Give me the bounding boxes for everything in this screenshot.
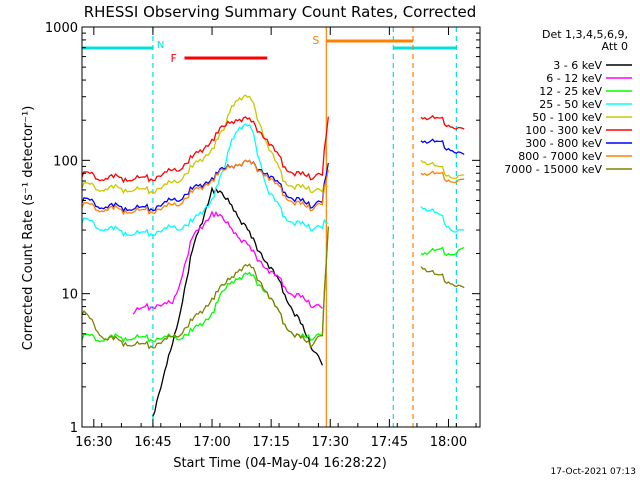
- series-line-800-7000-kev: [420, 170, 465, 184]
- flag-layer: NF S: [82, 27, 457, 427]
- series-line-25-50-kev: [420, 206, 465, 233]
- x-axis: 16:30 16:45 17:00 17:15 17:30 17:45 18:00: [75, 27, 477, 450]
- legend-entry: 12 - 25 keV: [539, 85, 602, 98]
- legend-entry: 25 - 50 keV: [539, 98, 602, 111]
- legend-entry: 50 - 100 keV: [532, 111, 602, 124]
- series-line-300-800-kev: [420, 138, 465, 155]
- flare-flag-letter: F: [170, 52, 176, 65]
- y-tick-label: 1000: [45, 21, 78, 36]
- x-tick-label: 16:45: [134, 435, 171, 450]
- y-axis: 1 10 100 1000: [45, 21, 480, 436]
- x-tick-label: 16:30: [75, 435, 112, 450]
- x-tick-label: 17:45: [371, 435, 408, 450]
- x-tick-label: 17:30: [312, 435, 349, 450]
- series-line-100-300-kev: [81, 116, 329, 184]
- legend-entry: 100 - 300 keV: [525, 124, 602, 137]
- y-tick-label: 10: [61, 288, 78, 303]
- legend-entry: 800 - 7000 keV: [518, 150, 602, 163]
- series-layer: [81, 94, 465, 417]
- series-line-6-12-kev: [132, 210, 323, 315]
- legend-header: Att 0: [602, 40, 628, 53]
- series-line-50-100-kev: [420, 159, 465, 180]
- series-line-12-25-kev: [420, 246, 465, 257]
- series-line-7000-15000-kev: [420, 266, 465, 289]
- y-tick-label: 1: [70, 421, 78, 436]
- legend-entry: 3 - 6 keV: [553, 59, 602, 72]
- series-line-100-300-kev: [420, 114, 465, 130]
- series-line-25-50-kev: [81, 123, 329, 238]
- x-tick-label: 18:00: [430, 435, 467, 450]
- y-tick-label: 100: [53, 154, 78, 169]
- night-flag-letter: N: [157, 40, 164, 51]
- legend-entry: 7000 - 15000 keV: [504, 163, 602, 176]
- series-line-12-25-kev: [81, 226, 329, 344]
- series-line-3-6-kev: [152, 186, 323, 417]
- series-line-300-800-kev: [81, 159, 329, 213]
- series-line-7000-15000-kev: [81, 226, 329, 350]
- saa-flag-letter: S: [312, 34, 319, 47]
- series-line-800-7000-kev: [81, 159, 329, 216]
- y-axis-label: Corrected Count Rate (s⁻¹ detector⁻¹): [21, 106, 36, 351]
- legend-entry: 300 - 800 keV: [525, 137, 602, 150]
- x-axis-label: Start Time (04-May-04 16:28:22): [173, 456, 387, 471]
- legend-header: Det 1,3,4,5,6,9,: [542, 28, 628, 41]
- x-tick-label: 17:15: [252, 435, 289, 450]
- legend-entry: 6 - 12 keV: [546, 72, 602, 85]
- plot-frame: [81, 26, 481, 428]
- x-tick-label: 17:00: [193, 435, 230, 450]
- footer-date: 17-Oct-2021 07:13: [551, 467, 636, 477]
- series-line-50-100-kev: [81, 94, 329, 195]
- chart-title: RHESSI Observing Summary Count Rates, Co…: [84, 3, 477, 21]
